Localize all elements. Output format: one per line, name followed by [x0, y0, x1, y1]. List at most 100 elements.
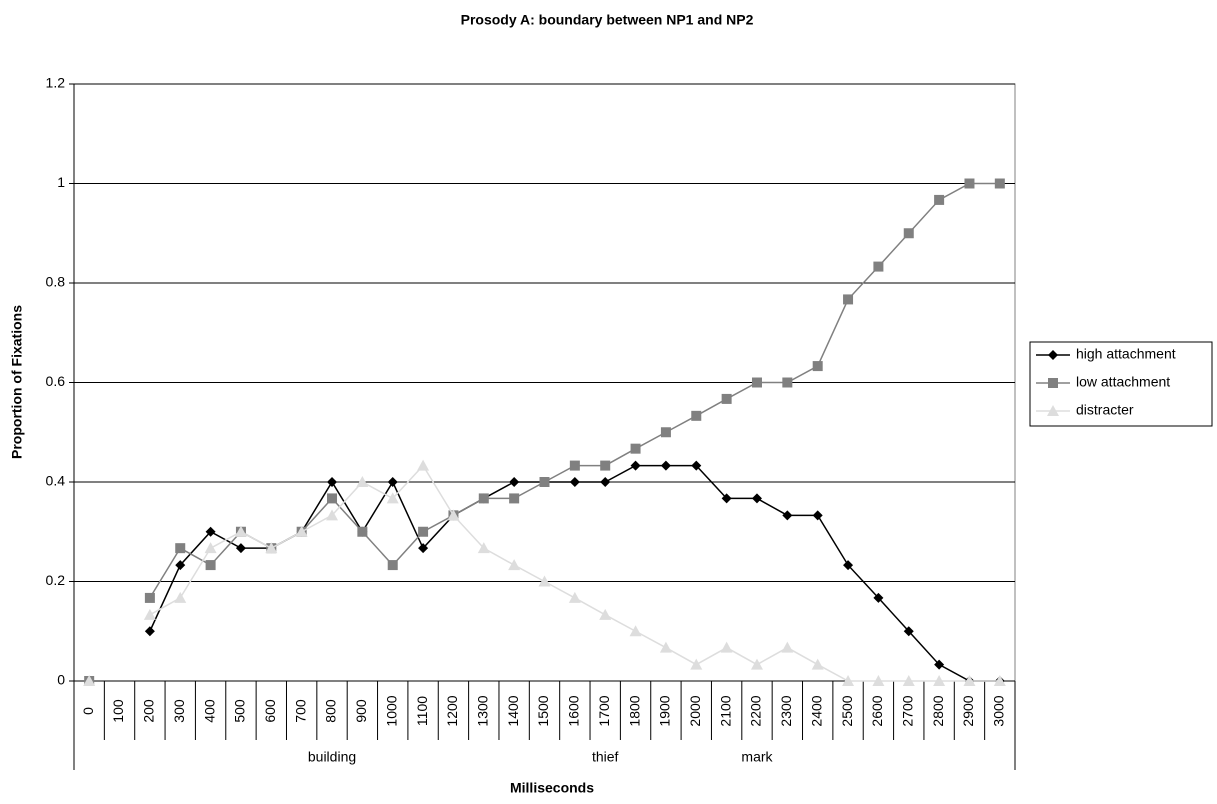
data-point	[660, 460, 671, 471]
data-point	[691, 410, 702, 421]
y-tick-label: 0.8	[46, 274, 66, 290]
data-point	[843, 294, 854, 305]
data-point	[964, 178, 975, 189]
group-label: building	[308, 749, 356, 765]
x-tick-label: 2900	[960, 695, 976, 726]
x-tick-label: 700	[292, 699, 308, 723]
x-tick-label: 500	[232, 699, 248, 723]
legend-marker	[1048, 378, 1058, 388]
data-point	[568, 591, 581, 603]
data-point	[690, 658, 703, 670]
data-point	[721, 393, 732, 404]
data-point	[418, 543, 429, 554]
legend-marker	[1048, 350, 1058, 360]
x-tick-label: 1500	[535, 695, 551, 726]
data-point	[933, 675, 946, 686]
data-point	[751, 377, 762, 388]
data-point	[630, 460, 641, 471]
data-point	[295, 525, 308, 537]
x-tick-label: 2700	[899, 695, 915, 726]
data-point	[175, 560, 186, 571]
data-point	[902, 675, 915, 686]
data-point	[143, 608, 156, 620]
data-point	[781, 641, 794, 653]
x-tick-label: 1800	[626, 695, 642, 726]
data-point	[235, 543, 246, 554]
data-point	[144, 592, 155, 603]
data-point	[963, 675, 976, 686]
data-point	[660, 427, 671, 438]
x-tick-label: 2800	[930, 695, 946, 726]
chart-title: Prosody A: boundary between NP1 and NP2	[461, 12, 754, 28]
legend-label: high attachment	[1076, 346, 1176, 362]
data-point	[417, 459, 430, 471]
x-tick-label: 2300	[778, 695, 794, 726]
data-point	[387, 560, 398, 571]
y-tick-label: 0.2	[46, 572, 66, 588]
data-point	[782, 377, 793, 388]
y-tick-label: 0.6	[46, 373, 66, 389]
x-tick-label: 600	[262, 699, 278, 723]
data-point	[509, 477, 520, 487]
x-tick-label: 200	[141, 699, 157, 723]
data-point	[934, 659, 945, 670]
x-tick-label: 2000	[687, 695, 703, 726]
data-point	[326, 509, 339, 521]
data-point	[720, 641, 733, 653]
data-point	[447, 509, 460, 521]
data-point	[357, 526, 368, 537]
group-label: mark	[741, 749, 773, 765]
x-tick-label: 1100	[414, 696, 430, 726]
data-point	[478, 493, 489, 504]
data-point	[751, 493, 762, 504]
data-point	[812, 361, 823, 372]
data-point	[144, 626, 155, 637]
data-point	[873, 592, 884, 603]
y-axis-title: Proportion of Fixations	[9, 305, 25, 459]
x-tick-label: 2100	[717, 695, 733, 726]
data-point	[386, 492, 399, 504]
data-point	[842, 675, 855, 686]
y-tick-label: 1	[57, 174, 65, 190]
data-point	[599, 608, 612, 620]
data-point	[538, 575, 551, 587]
data-point	[691, 460, 702, 471]
data-point	[205, 526, 216, 537]
data-point	[477, 542, 490, 554]
data-point	[175, 543, 186, 554]
data-point	[205, 560, 216, 571]
y-tick-label: 0.4	[46, 473, 66, 489]
data-point	[629, 625, 642, 637]
data-point	[569, 477, 580, 487]
data-point	[721, 493, 732, 504]
data-point	[508, 559, 521, 571]
x-tick-label: 1900	[657, 695, 673, 726]
x-tick-label: 1300	[474, 695, 490, 726]
x-tick-label: 400	[201, 699, 217, 723]
x-tick-label: 100	[110, 699, 126, 723]
data-point	[873, 261, 884, 272]
x-tick-label: 900	[353, 699, 369, 723]
data-point	[872, 675, 885, 686]
data-point	[659, 641, 672, 653]
data-point	[174, 591, 187, 603]
x-tick-label: 1700	[596, 695, 612, 726]
data-point	[750, 658, 763, 670]
data-point	[993, 675, 1006, 686]
data-point	[327, 493, 338, 504]
data-point	[539, 477, 550, 487]
x-tick-label: 2200	[748, 695, 764, 726]
data-point	[811, 658, 824, 670]
data-point	[994, 178, 1005, 189]
data-point	[843, 560, 854, 571]
data-point	[903, 228, 914, 239]
data-point	[356, 476, 369, 487]
data-point	[934, 194, 945, 205]
x-tick-label: 800	[323, 699, 339, 723]
data-point	[782, 510, 793, 521]
group-label: thief	[592, 749, 619, 765]
legend-label: low attachment	[1076, 374, 1170, 390]
x-tick-label: 0	[80, 707, 96, 715]
x-tick-label: 2500	[839, 695, 855, 726]
